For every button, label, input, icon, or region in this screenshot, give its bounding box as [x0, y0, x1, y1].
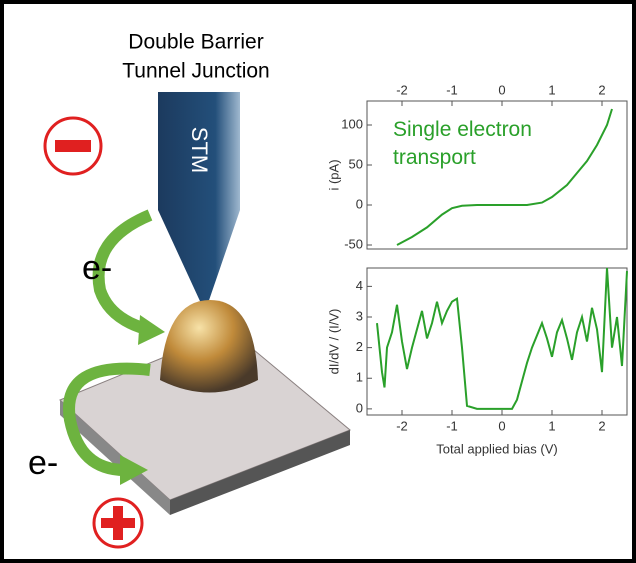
y-tick-label: 1 — [356, 370, 363, 385]
electron-arrow — [92, 209, 153, 336]
x-axis-label: Total applied bias (V) — [436, 441, 557, 456]
y-axis-label: i (pA) — [326, 159, 341, 190]
x-tick-label: 0 — [498, 418, 505, 433]
annotation: Single electron transport — [393, 118, 532, 169]
y-tick-label: 0 — [356, 400, 363, 415]
x-tick-label: -2 — [396, 82, 408, 97]
x-tick-label: 2 — [598, 418, 605, 433]
heading: Double Barrier — [128, 31, 263, 54]
y-tick-label: -50 — [344, 236, 363, 251]
x-tick-label: 0 — [498, 82, 505, 97]
x-tick-label: 2 — [598, 82, 605, 97]
x-tick-label: -2 — [396, 418, 408, 433]
y-tick-label: 4 — [356, 278, 363, 293]
plus-bar — [113, 506, 123, 540]
plot-frame — [366, 267, 628, 416]
dome — [160, 300, 258, 393]
stm-tip — [158, 92, 240, 312]
minus-bar — [55, 140, 91, 152]
y-tick-label: 2 — [356, 339, 363, 354]
x-tick-label: -1 — [446, 82, 458, 97]
arrow-head — [138, 315, 165, 345]
y-tick-label: 100 — [341, 116, 363, 131]
surface-edge — [170, 430, 350, 515]
y-tick-label: 0 — [356, 196, 363, 211]
heading: Tunnel Junction — [122, 60, 269, 83]
data-line — [396, 108, 613, 246]
x-tick-label: 1 — [548, 418, 555, 433]
electron-label: e- — [28, 444, 58, 482]
data-line — [376, 267, 628, 410]
y-tick-label: 3 — [356, 308, 363, 323]
plot-frame — [366, 100, 628, 250]
y-axis-label: dI/dV / (I/V) — [326, 309, 341, 375]
surface-edge — [60, 400, 170, 515]
electron-arrow — [63, 362, 151, 476]
x-tick-label: -1 — [446, 418, 458, 433]
arrow-head — [120, 455, 148, 485]
electron-label: e- — [82, 249, 112, 287]
x-tick-label: 1 — [548, 82, 555, 97]
stm-label: STM — [187, 127, 212, 173]
y-tick-label: 50 — [349, 156, 363, 171]
